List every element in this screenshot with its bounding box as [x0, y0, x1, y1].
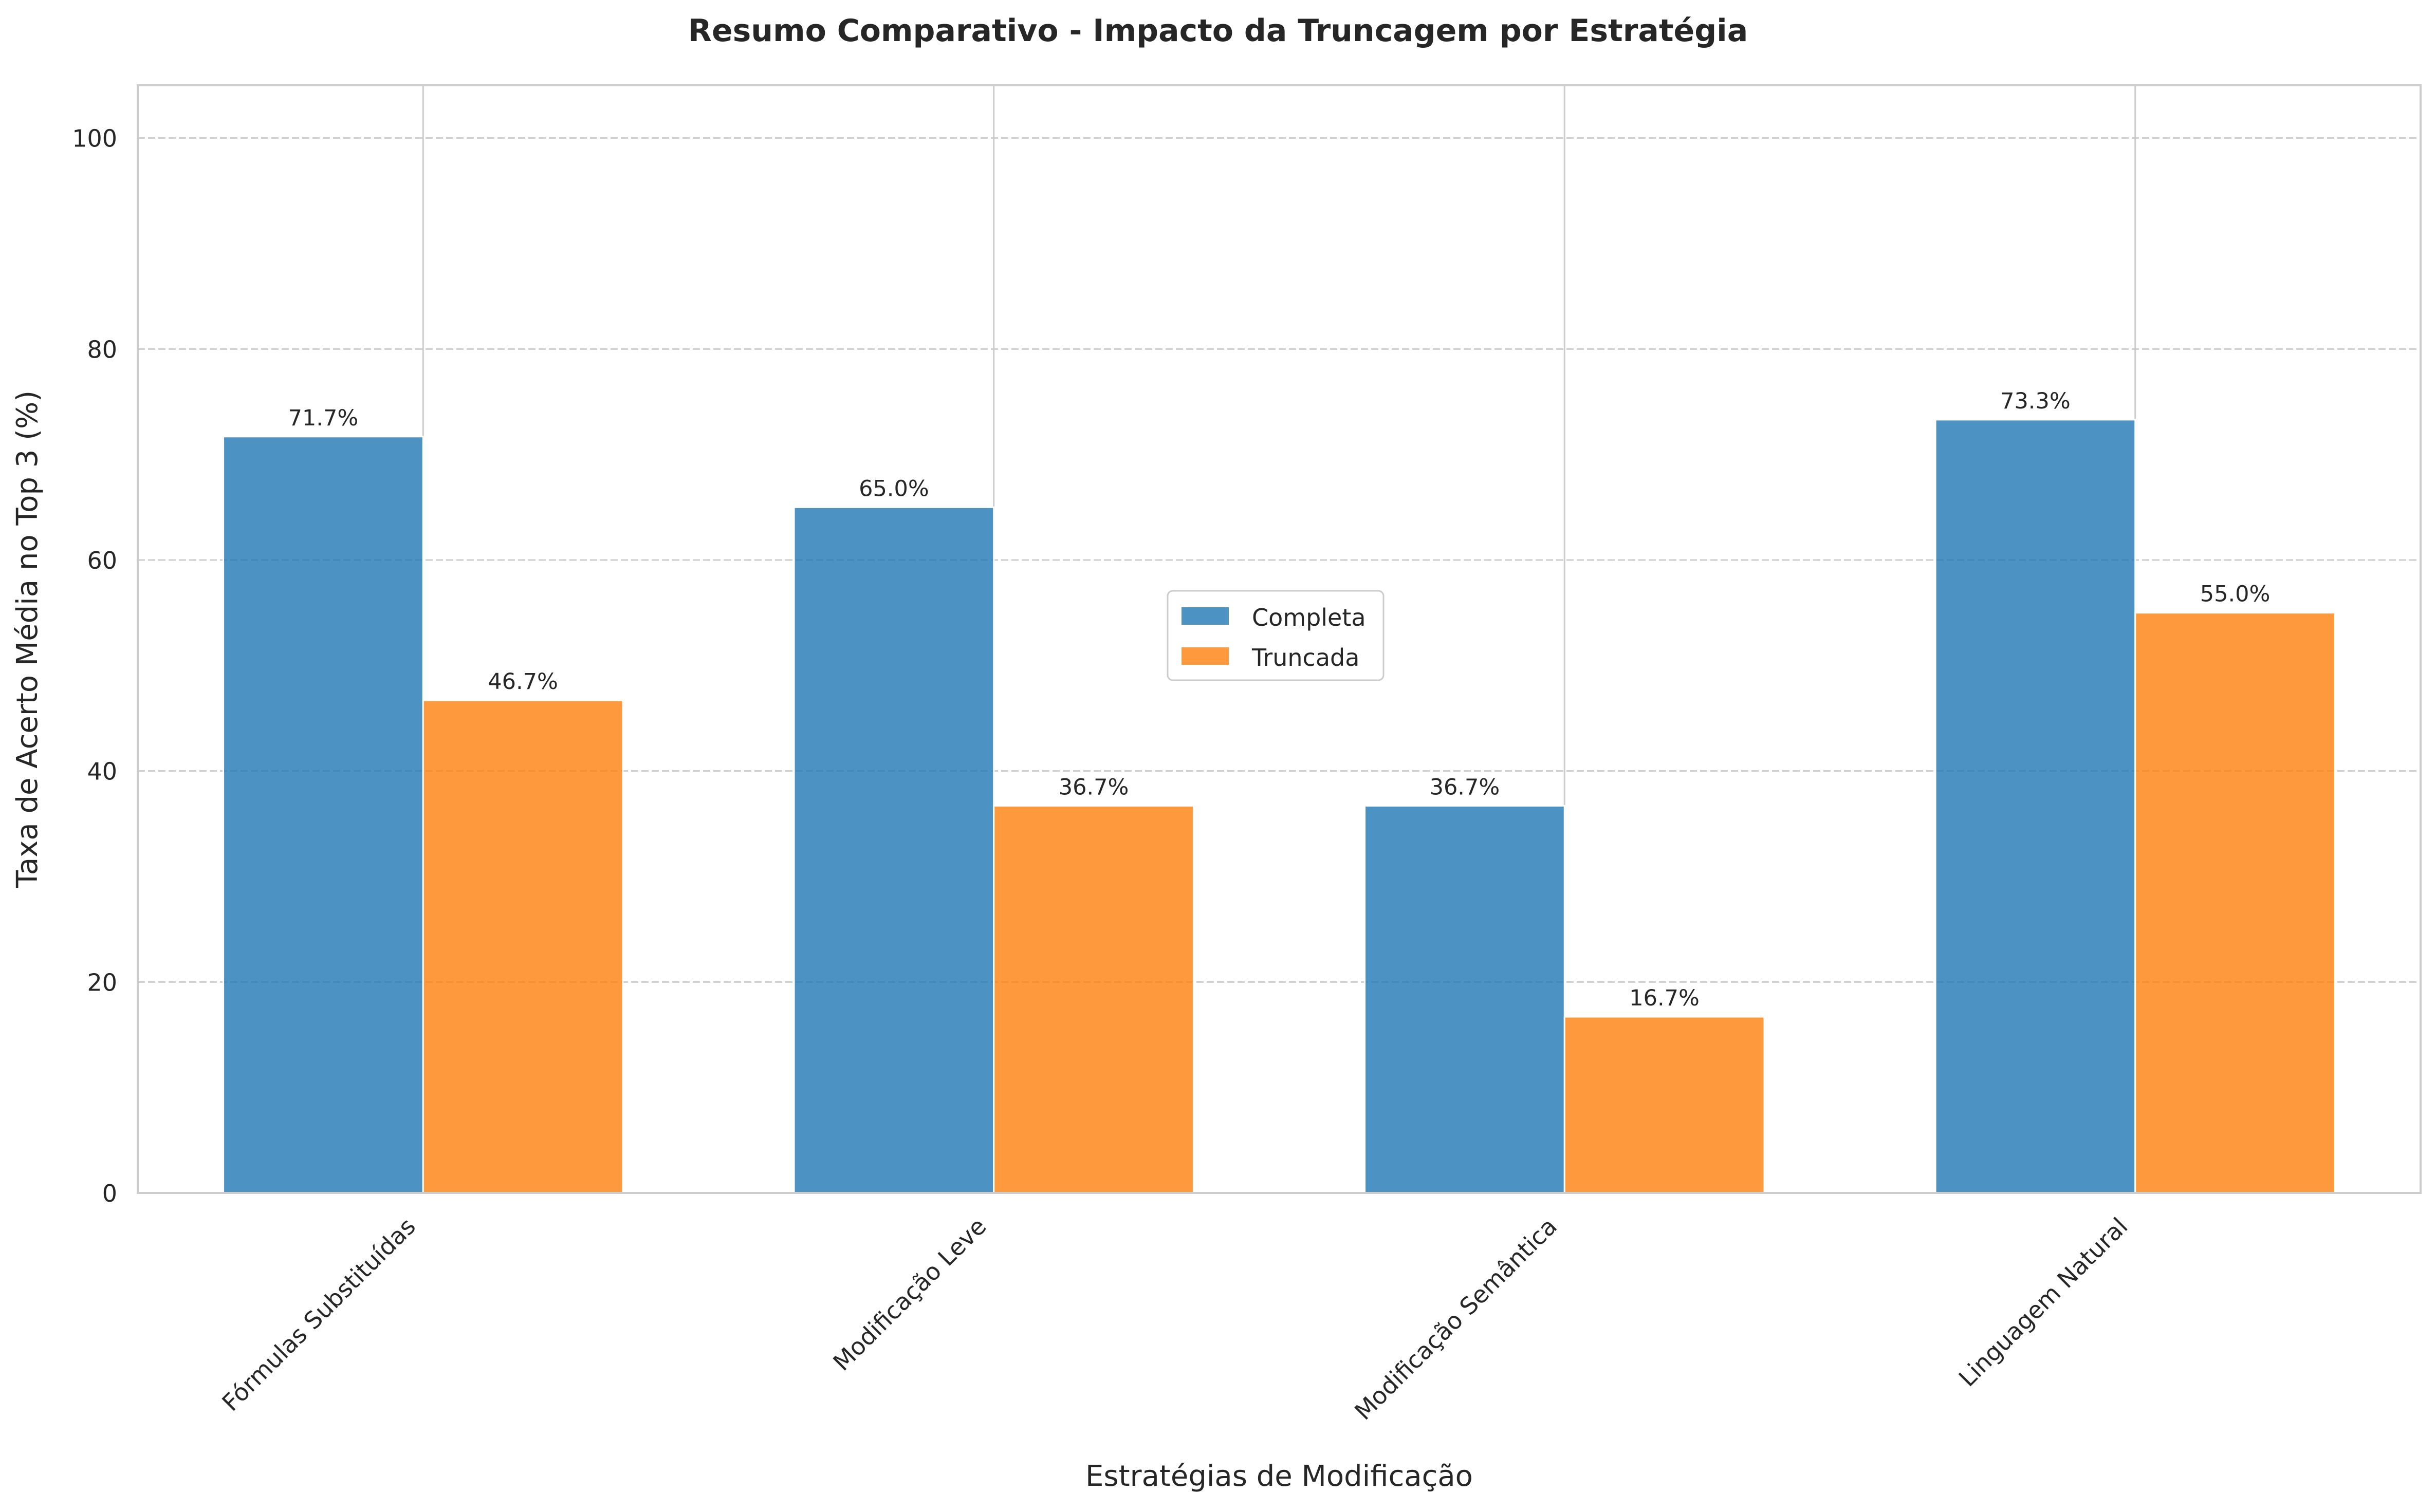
- bar-truncada: [422, 699, 624, 1194]
- plot-frame: [137, 84, 2422, 1194]
- data-label: 16.7%: [1629, 985, 1700, 1011]
- y-tick-label: 0: [102, 1180, 117, 1207]
- legend-label-completa: Completa: [1252, 604, 1366, 631]
- bar-truncada: [2134, 612, 2336, 1194]
- bar-truncada: [993, 805, 1194, 1194]
- legend: Completa Truncada: [1167, 590, 1385, 681]
- y-tick-label: 100: [72, 125, 117, 153]
- data-label: 46.7%: [488, 669, 558, 695]
- y-tick-label: 60: [87, 547, 117, 574]
- y-tick-label: 20: [87, 968, 117, 996]
- data-label: 36.7%: [1059, 774, 1129, 800]
- data-label: 73.3%: [2000, 388, 2071, 414]
- bar-completa: [223, 436, 424, 1194]
- bar-completa: [793, 506, 995, 1194]
- legend-label-truncada: Truncada: [1251, 644, 1359, 671]
- y-axis-label: Taxa de Acerto Média no Top 3 (%): [11, 390, 44, 888]
- chart-title: Resumo Comparativo - Impacto da Truncage…: [688, 13, 1748, 49]
- y-axis-ticks: 0 20 40 60 80 100: [72, 125, 117, 1207]
- data-label: 55.0%: [2200, 582, 2271, 607]
- data-label: 65.0%: [859, 476, 929, 501]
- y-tick-label: 40: [87, 758, 117, 786]
- data-label: 71.7%: [288, 405, 359, 431]
- bar-completa: [1934, 419, 2136, 1194]
- bar-completa: [1364, 805, 1565, 1194]
- x-axis-label: Estratégias de Modificação: [1085, 1460, 1473, 1493]
- data-labels: 71.7% 65.0% 36.7% 73.3% 46.7% 36.7% 16.7% 55.0%: [288, 388, 2271, 1011]
- y-tick-label: 80: [87, 335, 117, 363]
- legend-swatch-completa: [1182, 607, 1229, 625]
- bar-truncada: [1563, 1016, 1765, 1194]
- bars: [223, 419, 2336, 1194]
- data-label: 36.7%: [1430, 774, 1500, 800]
- legend-swatch-truncada: [1182, 647, 1229, 665]
